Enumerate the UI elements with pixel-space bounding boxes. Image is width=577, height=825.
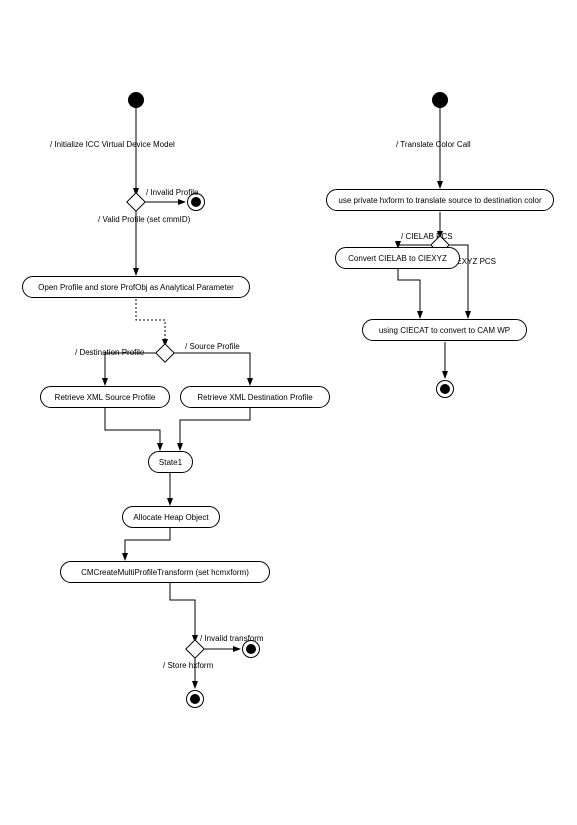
allocate-node: Allocate Heap Object <box>122 506 220 528</box>
left-start-node <box>128 92 144 108</box>
decision-profile <box>126 192 146 212</box>
end-right-flow <box>436 380 454 398</box>
open-profile-text: Open Profile and store ProfObj as Analyt… <box>38 283 234 292</box>
use-private-text: use private hxform to translate source t… <box>338 196 541 205</box>
store-hxform-label: / Store hxform <box>163 661 213 670</box>
end-invalid-transform <box>242 640 260 658</box>
init-label: / Initialize ICC Virtual Device Model <box>50 140 175 149</box>
use-private-node: use private hxform to translate source t… <box>326 189 554 211</box>
retrieve-dest-text: Retrieve XML Destination Profile <box>197 393 312 402</box>
allocate-text: Allocate Heap Object <box>133 513 208 522</box>
using-ciecat-node: using CIECAT to convert to CAM WP <box>362 319 527 341</box>
convert-cielab-node: Convert CIELAB to CIEXYZ <box>335 247 460 269</box>
cmcreate-text: CMCreateMultiProfileTransform (set hcmxf… <box>81 568 249 577</box>
source-profile-label: / Source Profile <box>185 342 240 351</box>
end-invalid-profile <box>187 193 205 211</box>
dest-profile-label: / Destination Profile <box>75 348 144 357</box>
decision-profile-type <box>155 343 175 363</box>
open-profile-node: Open Profile and store ProfObj as Analyt… <box>22 276 250 298</box>
valid-profile-label: / Valid Profile (set cmmID) <box>98 215 190 224</box>
using-ciecat-text: using CIECAT to convert to CAM WP <box>379 326 510 335</box>
retrieve-source-node: Retrieve XML Source Profile <box>40 386 170 408</box>
convert-cielab-text: Convert CIELAB to CIEXYZ <box>348 254 447 263</box>
end-left-flow <box>186 690 204 708</box>
state1-text: State1 <box>159 458 182 467</box>
cmcreate-node: CMCreateMultiProfileTransform (set hcmxf… <box>60 561 270 583</box>
retrieve-source-text: Retrieve XML Source Profile <box>55 393 156 402</box>
arrow-layer <box>0 0 577 825</box>
translate-label: / Translate Color Call <box>396 140 471 149</box>
retrieve-dest-node: Retrieve XML Destination Profile <box>180 386 330 408</box>
diagram-canvas: / Initialize ICC Virtual Device Model / … <box>0 0 577 825</box>
state1-node: State1 <box>148 451 193 473</box>
right-start-node <box>432 92 448 108</box>
cielab-pcs-label: / CIELAB PCS <box>401 232 453 241</box>
